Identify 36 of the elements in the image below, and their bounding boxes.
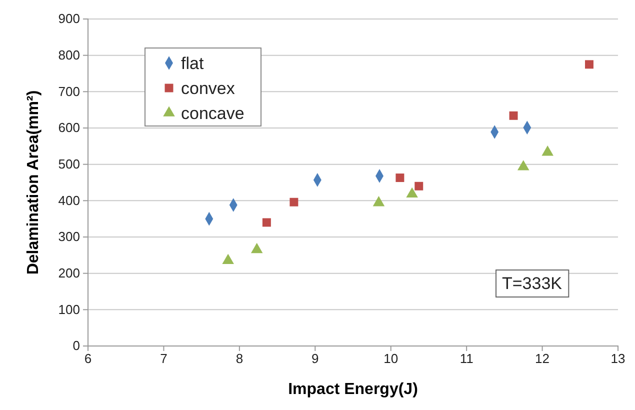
x-tick-label: 9	[312, 351, 319, 366]
point	[250, 242, 263, 254]
y-tick-label: 600	[58, 120, 80, 136]
point	[542, 146, 554, 156]
point	[396, 174, 404, 182]
point	[584, 60, 594, 69]
x-axis-title: Impact Energy(J)	[288, 381, 418, 398]
y-tick-label: 800	[58, 47, 80, 62]
point	[406, 187, 418, 198]
y-tick-label: 900	[58, 11, 80, 26]
point	[517, 160, 530, 170]
annotation: T=333K	[502, 274, 563, 293]
legend-label: concave	[181, 104, 244, 123]
x-tick-label: 7	[160, 351, 168, 366]
point	[290, 198, 298, 206]
y-tick-label: 200	[58, 265, 80, 280]
x-tick-label: 12	[535, 351, 550, 366]
y-tick-label: 300	[58, 229, 80, 244]
point	[509, 111, 518, 120]
point	[262, 218, 271, 227]
x-tick-label: 13	[610, 351, 626, 366]
x-tick-label: 10	[384, 351, 398, 366]
x-tick-label: 6	[84, 351, 92, 366]
point	[372, 196, 385, 206]
legend-label: convex	[181, 79, 236, 98]
y-axis-title: Delamination Area(mm²)	[25, 90, 42, 275]
y-tick-label: 400	[58, 192, 80, 208]
x-tick-label: 8	[236, 351, 244, 366]
y-tick-label: 700	[58, 84, 80, 99]
y-tick-label: 100	[58, 302, 80, 317]
point	[414, 182, 424, 190]
y-tick-label: 0	[72, 338, 80, 354]
point	[222, 254, 234, 264]
x-tick-label: 11	[460, 351, 474, 366]
legend-label: flat	[181, 54, 204, 73]
y-tick-label: 500	[58, 156, 80, 172]
